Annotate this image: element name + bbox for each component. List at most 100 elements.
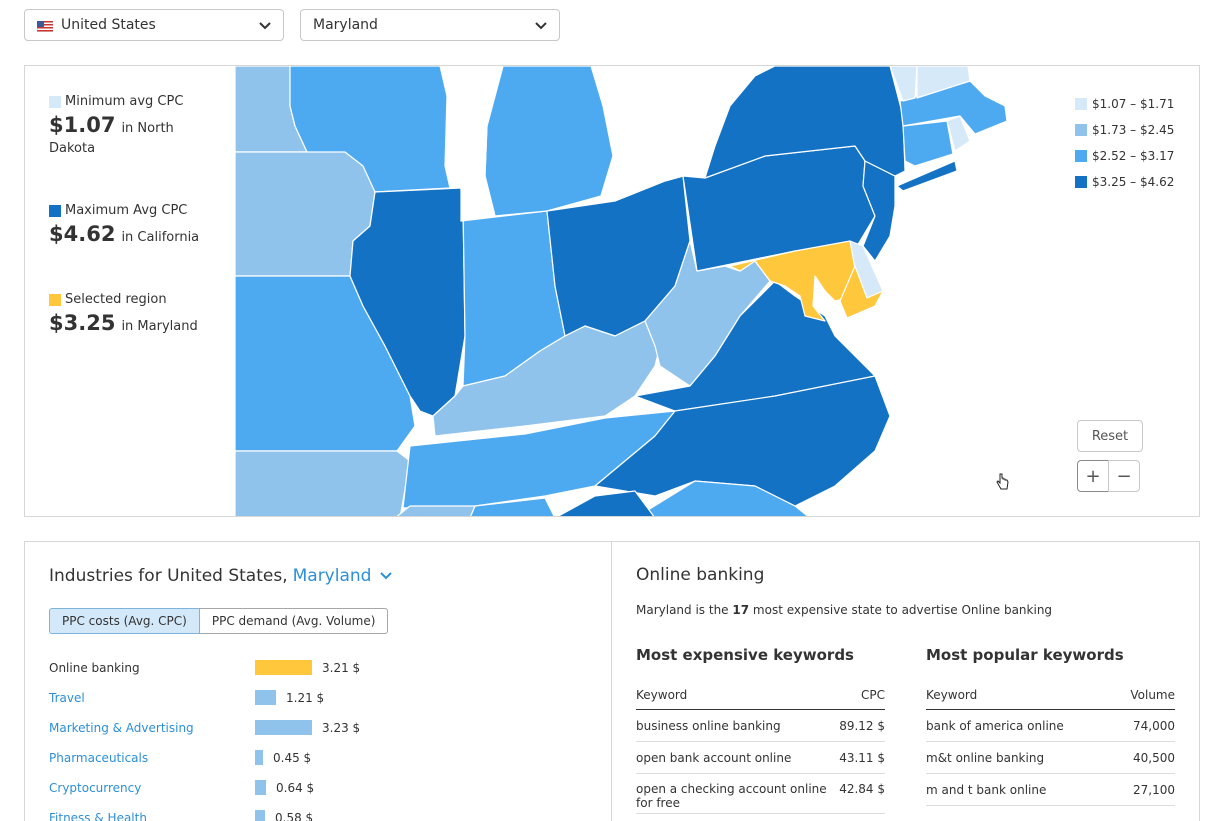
industry-row[interactable]: Cryptocurrency 0.64 $ (49, 779, 569, 799)
online-banking-panel: Online banking Maryland is the 17 most e… (611, 541, 1200, 821)
lake-erie (600, 135, 698, 202)
cpc-cell: 89.12 $ (839, 718, 885, 733)
industries-panel: Industries for United States, Maryland P… (24, 541, 612, 821)
volume-cell: 27,100 (1133, 782, 1175, 797)
online-banking-title: Online banking (636, 565, 765, 585)
legend-swatch (1075, 124, 1087, 136)
legend-swatch (1075, 98, 1087, 110)
expensive-keywords-heading: Most expensive keywords (636, 646, 854, 664)
legend-swatch (1075, 150, 1087, 162)
online-banking-subtitle: Maryland is the 17 most expensive state … (636, 603, 1052, 617)
table-header: Keyword Volume (926, 688, 1175, 710)
ppc-demand-tab[interactable]: PPC demand (Avg. Volume) (199, 608, 389, 634)
legend-item: $1.07 – $1.71 (1075, 91, 1174, 117)
legend-label: $3.25 – $4.62 (1092, 175, 1175, 189)
industry-cpc-value: 0.58 $ (275, 811, 314, 821)
industry-cpc-bar (255, 690, 276, 705)
selected-region-location: in Maryland (121, 319, 198, 334)
cpc-cell: 43.11 $ (839, 750, 885, 765)
popular-keywords-table: Most popular keywords Keyword Volume ban… (926, 646, 1175, 806)
keyword-cell: bank of america online (926, 718, 1064, 733)
industry-cpc-bar (255, 780, 266, 795)
chevron-down-icon[interactable] (379, 571, 393, 581)
industry-row[interactable]: Pharmaceuticals 0.45 $ (49, 749, 569, 769)
state-arkansas (235, 450, 411, 516)
max-cpc-location: in California (121, 230, 200, 245)
industries-title: Industries for United States, Maryland (49, 566, 393, 586)
industry-cpc-bar (255, 750, 263, 765)
table-row: m and t bank online 27,100 (926, 774, 1175, 806)
zoom-out-button[interactable]: − (1108, 460, 1140, 492)
chevron-down-icon (535, 22, 547, 30)
industry-cpc-value: 3.23 $ (322, 721, 361, 735)
industry-row[interactable]: Marketing & Advertising 3.23 $ (49, 719, 569, 739)
state-rhode-island (946, 115, 971, 152)
table-row: business online banking 89.12 $ (636, 710, 885, 742)
subtitle-post: most expensive state to advertise Online… (752, 603, 1053, 617)
max-cpc-value: $4.62 (49, 222, 116, 246)
zoom-in-button[interactable]: + (1077, 460, 1109, 492)
expensive-keywords-table: Most expensive keywords Keyword CPC busi… (636, 646, 885, 814)
us-states-map[interactable] (235, 66, 1015, 517)
popular-keywords-heading: Most popular keywords (926, 646, 1124, 664)
reset-button[interactable]: Reset (1077, 420, 1143, 452)
selected-region-stat: Selected region $3.25 in Maryland (49, 292, 209, 337)
industry-cpc-bar (255, 810, 265, 821)
industries-region-dropdown[interactable]: Maryland (292, 566, 372, 586)
legend-item: $3.25 – $4.62 (1075, 169, 1174, 195)
keyword-cell: business online banking (636, 718, 781, 733)
state-kentucky (432, 320, 661, 437)
state-georgia (557, 490, 655, 516)
min-color-swatch (49, 95, 61, 108)
legend-label: $2.52 – $3.17 (1092, 149, 1175, 163)
country-select-value: United States (61, 17, 156, 33)
state-vermont (889, 66, 918, 102)
state-mississippi (396, 505, 476, 516)
industry-row: Online banking 3.21 $ (49, 659, 569, 679)
min-cpc-location: in North Dakota (49, 121, 174, 156)
max-color-swatch (49, 204, 61, 217)
industry-row[interactable]: Travel 1.21 $ (49, 689, 569, 709)
state-new-jersey (862, 160, 896, 262)
country-select[interactable]: United States (24, 9, 284, 41)
state-rank: 17 (732, 603, 750, 617)
industry-name[interactable]: Marketing & Advertising (49, 721, 194, 735)
legend-swatch (1075, 176, 1087, 188)
table-row: open a checking account online for free 4… (636, 774, 885, 814)
legend-item: $1.73 – $2.45 (1075, 117, 1174, 143)
min-cpc-value: $1.07 (49, 113, 116, 137)
industries-title-prefix: Industries for United States, (49, 566, 288, 586)
industry-cpc-bar (255, 720, 312, 735)
ppc-costs-tab[interactable]: PPC costs (Avg. CPC) (49, 608, 200, 634)
selected-region-label: Selected region (65, 292, 167, 307)
legend-item: $2.52 – $3.17 (1075, 143, 1174, 169)
state-connecticut (902, 120, 954, 167)
region-select-value: Maryland (313, 17, 378, 33)
table-row: open bank account online 43.11 $ (636, 742, 885, 774)
map-legend: $1.07 – $1.71 $1.73 – $2.45 $2.52 – $3.1… (1075, 91, 1174, 195)
industry-cpc-value: 1.21 $ (286, 691, 325, 705)
industry-cpc-value: 0.45 $ (273, 751, 312, 765)
volume-cell: 74,000 (1133, 718, 1175, 733)
industry-name[interactable]: Fitness & Health (49, 811, 147, 821)
table-row: bank of america online 74,000 (926, 710, 1175, 742)
hand-cursor-icon (996, 473, 1009, 490)
chevron-down-icon (259, 22, 271, 30)
volume-cell: 40,500 (1133, 750, 1175, 765)
state-new-hampshire (916, 66, 971, 99)
industry-name[interactable]: Travel (49, 691, 85, 705)
cpc-cell: 42.84 $ (839, 782, 885, 796)
industry-name[interactable]: Cryptocurrency (49, 781, 142, 795)
subtitle-pre: Maryland is the (636, 603, 729, 617)
industry-row[interactable]: Fitness & Health 0.58 $ (49, 809, 569, 821)
keyword-cell: open bank account online (636, 750, 792, 765)
region-select[interactable]: Maryland (300, 9, 560, 41)
industry-name: Online banking (49, 661, 140, 675)
keyword-cell: open a checking account online for free (636, 782, 827, 810)
chesapeake-bay (833, 303, 847, 335)
cpc-map-panel: Minimum avg CPC $1.07 in North Dakota Max… (24, 65, 1200, 517)
max-cpc-label: Maximum Avg CPC (65, 203, 188, 218)
selected-region-value: $3.25 (49, 311, 116, 335)
col-keyword: Keyword (636, 688, 688, 702)
industry-name[interactable]: Pharmaceuticals (49, 751, 149, 765)
